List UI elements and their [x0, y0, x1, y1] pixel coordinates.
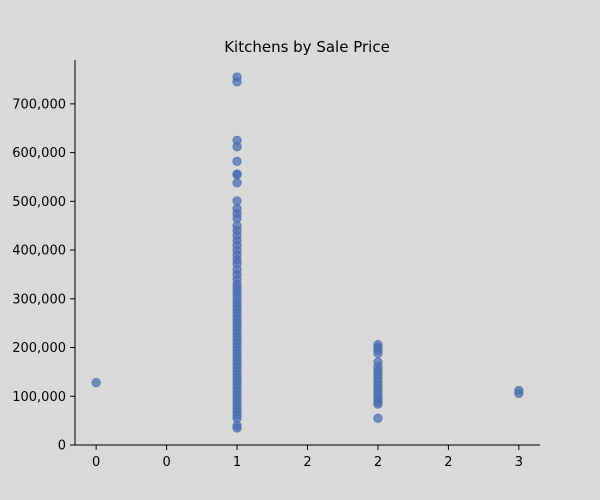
data-point [373, 348, 383, 358]
y-tick-label: 200,000 [12, 341, 66, 356]
y-tick-label: 0 [58, 439, 66, 454]
data-point [373, 413, 383, 423]
data-point [232, 77, 242, 87]
y-tick-label: 100,000 [12, 390, 66, 405]
y-tick-label: 600,000 [12, 146, 66, 161]
x-tick-label: 2 [374, 455, 382, 470]
data-point [232, 178, 242, 188]
data-point [232, 196, 242, 206]
x-tick-label: 2 [444, 455, 452, 470]
chart-title: Kitchens by Sale Price [224, 38, 390, 56]
data-point [232, 142, 242, 152]
data-point [373, 399, 383, 409]
x-tick-label: 3 [515, 455, 523, 470]
data-point [91, 378, 101, 388]
x-tick-label: 0 [92, 455, 100, 470]
x-tick-label: 0 [162, 455, 170, 470]
x-tick-label: 1 [233, 455, 241, 470]
y-axis-ticks: 0 100,000 200,000 300,000 400,000 500,000 600,… [12, 97, 75, 454]
data-points [91, 72, 524, 433]
y-tick-label: 500,000 [12, 195, 66, 210]
x-axis-ticks: 0 0 1 2 2 2 3 [92, 445, 523, 470]
y-tick-label: 400,000 [12, 244, 66, 259]
y-tick-label: 300,000 [12, 292, 66, 307]
data-point [232, 423, 242, 433]
data-point [232, 156, 242, 166]
data-point [232, 169, 242, 180]
y-tick-label: 700,000 [12, 97, 66, 112]
data-point [514, 388, 524, 398]
x-tick-label: 2 [303, 455, 311, 470]
